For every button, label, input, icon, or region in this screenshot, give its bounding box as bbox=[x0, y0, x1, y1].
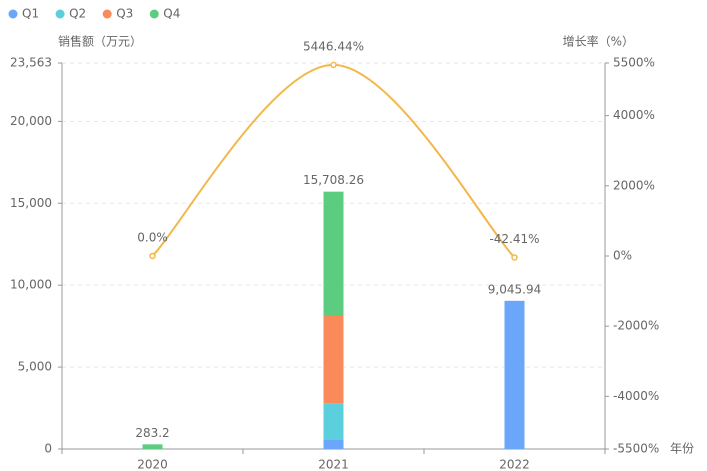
line-label: 5446.44% bbox=[303, 39, 364, 53]
legend-label: Q2 bbox=[69, 7, 86, 21]
y2-tick-label: 0% bbox=[613, 249, 632, 263]
line-label: -42.41% bbox=[489, 232, 539, 246]
y2-tick-label: -5500% bbox=[613, 442, 659, 456]
bar-segment bbox=[323, 315, 344, 404]
y-tick-label: 10,000 bbox=[10, 278, 52, 292]
bar-segment bbox=[142, 444, 163, 449]
legend-label: Q4 bbox=[163, 7, 180, 21]
y-tick-label: 0 bbox=[44, 442, 52, 456]
bar-segment bbox=[323, 191, 344, 316]
x-tick-label: 2022 bbox=[499, 458, 530, 471]
legend-marker bbox=[8, 9, 18, 19]
y-axis-title: 销售额（万元） bbox=[58, 34, 142, 49]
x-tick-label: 2021 bbox=[318, 458, 349, 471]
y2-tick-label: -4000% bbox=[613, 389, 659, 403]
y2-tick-label: 4000% bbox=[613, 108, 655, 122]
y-tick-label: 23,563 bbox=[10, 56, 52, 70]
legend-label: Q3 bbox=[116, 7, 133, 21]
y2-tick-label: -2000% bbox=[613, 319, 659, 333]
bar-segment bbox=[323, 439, 344, 449]
legend-marker bbox=[149, 9, 159, 19]
total-label: 9,045.94 bbox=[488, 282, 541, 296]
y-tick-label: 20,000 bbox=[10, 114, 52, 128]
line-label: 0.0% bbox=[137, 231, 168, 245]
y2-axis-title: 增长率（%） bbox=[563, 34, 634, 49]
y-tick-label: 5,000 bbox=[18, 360, 52, 374]
y2-tick-label: 2000% bbox=[613, 178, 655, 192]
x-tick-label: 2020 bbox=[137, 458, 168, 471]
legend-label: Q1 bbox=[22, 7, 39, 21]
bar-segment bbox=[323, 403, 344, 440]
y-tick-label: 15,000 bbox=[10, 196, 52, 210]
y2-tick-label: 5500% bbox=[613, 56, 655, 70]
total-label: 15,708.26 bbox=[303, 173, 364, 187]
line-point bbox=[330, 61, 337, 69]
legend-marker bbox=[102, 9, 112, 19]
line-point bbox=[511, 254, 518, 261]
total-label: 283.2 bbox=[135, 426, 169, 440]
bar-segment bbox=[504, 300, 525, 449]
line-point bbox=[149, 252, 156, 260]
x-axis-title: 年份 bbox=[670, 442, 694, 456]
legend-marker bbox=[55, 9, 65, 19]
